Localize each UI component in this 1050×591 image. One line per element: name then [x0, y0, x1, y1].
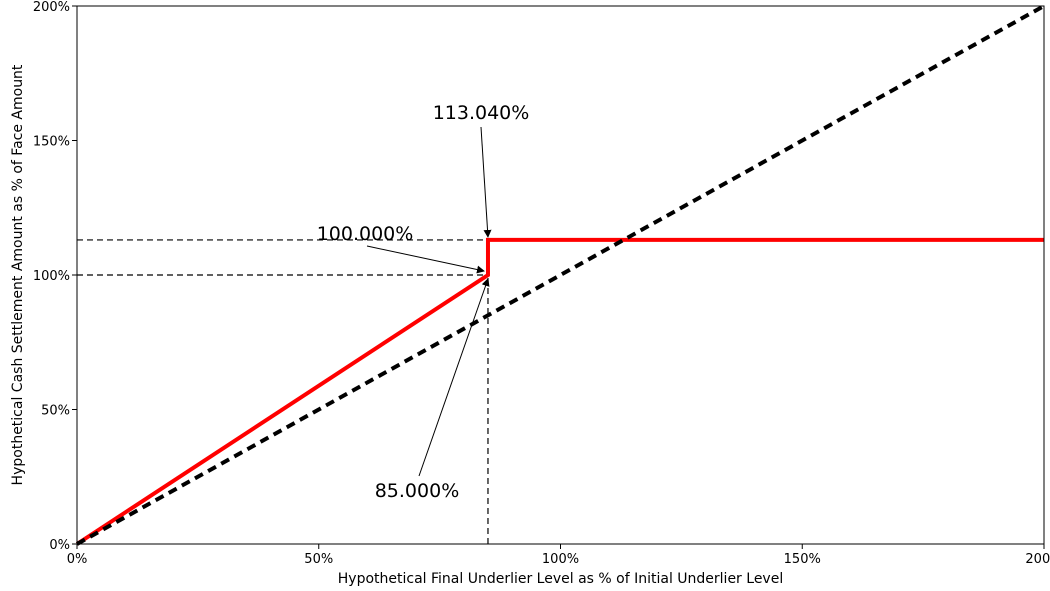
annotation-arrow: [480, 126, 492, 238]
annotation-label: 113.040%: [433, 102, 530, 124]
y-tick-label: 100%: [33, 269, 70, 284]
underlier-return-line: [76, 4, 1045, 546]
x-tick-label: 50%: [304, 552, 333, 567]
x-tick-label: 200%: [1025, 552, 1050, 567]
y-tick-label: 50%: [41, 404, 70, 419]
x-tick-label: 0%: [67, 552, 88, 567]
x-tick-label: 150%: [784, 552, 821, 567]
y-tick-label: 200%: [33, 0, 70, 15]
annotation-label: 100.000%: [317, 223, 414, 245]
annotations: 113.040% 100.000% 85.000%: [317, 102, 530, 502]
y-tick-label: 0%: [49, 538, 70, 553]
annotation-arrow: [366, 245, 485, 274]
plot-area: [75, 4, 1045, 546]
x-axis-label: Hypothetical Final Underlier Level as % …: [338, 571, 783, 587]
axes: 0% 50% 100% 150% 200% 0% 50% 100% 150% 200%: [33, 0, 1050, 567]
annotation-arrow: [418, 278, 490, 477]
y-tick-label: 150%: [33, 135, 70, 150]
payoff-line: [75, 237, 1044, 546]
x-tick-label: 100%: [542, 552, 579, 567]
y-axis-label: Hypothetical Cash Settlement Amount as %…: [10, 64, 26, 485]
annotation-label: 85.000%: [375, 480, 460, 502]
